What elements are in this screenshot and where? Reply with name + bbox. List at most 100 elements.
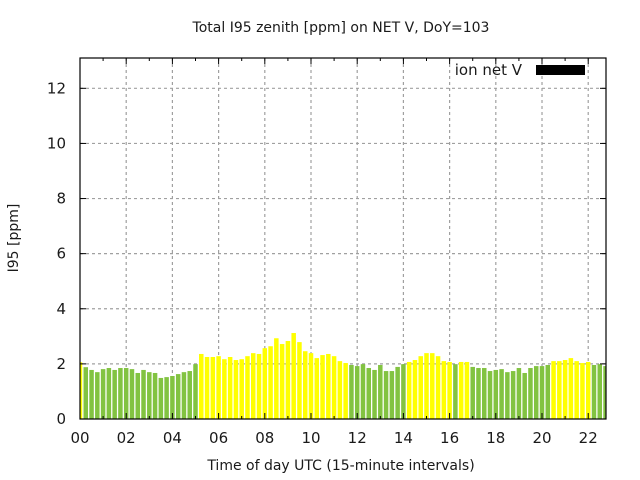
x-tick-label: 02 (117, 429, 136, 447)
bar (152, 372, 158, 419)
bar (123, 368, 129, 419)
x-tick-label: 12 (348, 429, 367, 447)
bar (239, 359, 244, 419)
bar (129, 369, 135, 419)
bar (210, 357, 216, 419)
bar (585, 361, 591, 419)
bars (80, 333, 606, 419)
bar (216, 356, 221, 419)
bar (204, 357, 210, 419)
x-tick-label: 18 (486, 429, 505, 447)
bar (349, 364, 354, 419)
legend-swatch (536, 65, 585, 75)
bar (106, 368, 112, 419)
bar (233, 360, 239, 419)
y-tick-label: 12 (47, 79, 66, 97)
y-tick-label: 10 (47, 134, 66, 152)
bar (118, 368, 123, 419)
y-tick-label: 2 (56, 355, 66, 373)
bar (499, 369, 504, 419)
bar (147, 372, 152, 419)
bar (441, 361, 447, 419)
bar (274, 338, 279, 419)
y-tick-label: 6 (56, 245, 66, 263)
bar (557, 361, 562, 419)
x-tick-label: 20 (532, 429, 551, 447)
bar (522, 372, 527, 419)
bar (302, 351, 308, 419)
bar (89, 369, 94, 419)
bar (291, 333, 296, 419)
bar (285, 341, 291, 419)
bar (372, 369, 377, 419)
bar (551, 361, 556, 419)
bar (603, 366, 606, 419)
bar (314, 358, 320, 419)
x-tick-label: 16 (440, 429, 459, 447)
x-tick-labels: 00 02 04 06 08 10 12 14 16 18 20 22 (70, 429, 597, 447)
y-tick-labels: 0 2 4 6 8 10 12 (47, 79, 66, 428)
bar (187, 371, 192, 419)
bar (251, 353, 256, 419)
x-tick-label: 00 (70, 429, 89, 447)
bar (193, 364, 198, 419)
bar (516, 368, 522, 419)
y-tick-label: 8 (56, 190, 66, 208)
bar (354, 366, 360, 419)
bar (112, 369, 117, 419)
x-tick-label: 14 (394, 429, 413, 447)
bar (533, 366, 539, 419)
bar (256, 353, 262, 419)
bar (505, 372, 510, 419)
bar (510, 371, 516, 419)
legend-label: ion net V (455, 61, 523, 79)
bar (141, 369, 146, 419)
bar (574, 361, 579, 419)
bar (199, 353, 204, 419)
bar (418, 356, 423, 419)
x-tick-label: 10 (301, 429, 320, 447)
chart-title: Total I95 zenith [ppm] on NET V, DoY=103 (192, 20, 490, 36)
x-tick-label: 06 (209, 429, 228, 447)
bar (360, 364, 366, 419)
tick-marks (79, 58, 606, 420)
bar (378, 364, 383, 419)
plot-frame (79, 57, 607, 420)
x-tick-label: 22 (579, 429, 598, 447)
bar (395, 366, 400, 419)
bar (562, 360, 568, 419)
bar (580, 363, 585, 419)
bar (383, 371, 389, 419)
bar (268, 346, 273, 419)
bar (308, 353, 314, 419)
bar (245, 356, 250, 419)
bar (545, 364, 551, 419)
bar (326, 353, 331, 419)
bar (470, 366, 475, 419)
bar (591, 364, 597, 419)
bar (279, 344, 285, 419)
y-axis-label: I95 [ppm] (6, 204, 22, 273)
bar (493, 369, 499, 419)
bar (158, 377, 164, 419)
x-tick-label: 04 (163, 429, 182, 447)
bar (227, 357, 233, 419)
bar (476, 368, 481, 419)
bar (181, 372, 187, 419)
bar (412, 360, 418, 419)
y-tick-label: 4 (56, 300, 66, 318)
bar (447, 361, 452, 419)
bar (424, 353, 429, 419)
bar (366, 368, 371, 419)
x-axis-label: Time of day UTC (15-minute intervals) (206, 458, 474, 474)
bar (539, 366, 545, 419)
y-tick-label: 0 (56, 410, 66, 428)
bar (100, 369, 106, 419)
bar (401, 364, 406, 419)
bar (568, 358, 574, 419)
bar (435, 356, 441, 419)
bar (389, 371, 395, 419)
bar (430, 353, 435, 419)
bar (487, 371, 493, 419)
